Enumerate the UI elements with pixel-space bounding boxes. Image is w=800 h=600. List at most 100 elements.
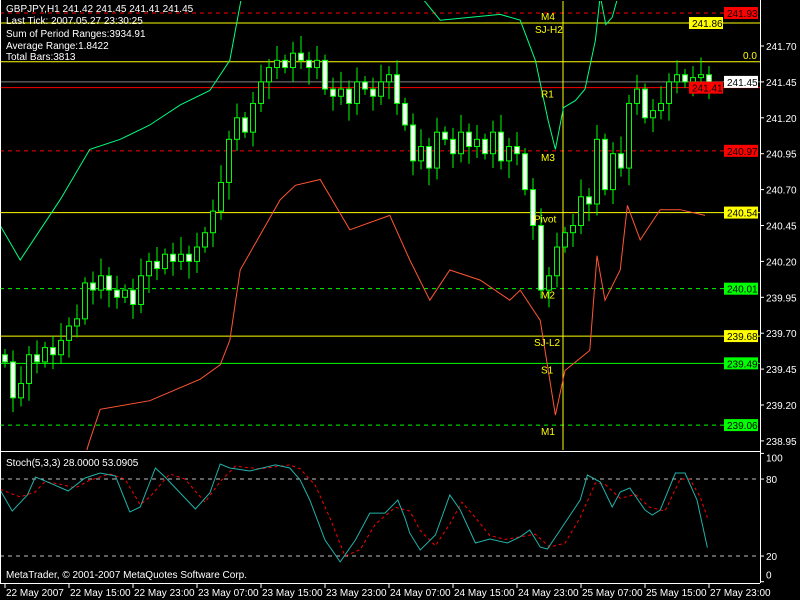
candle-body (386, 74, 392, 83)
candle-body (114, 289, 120, 298)
price-tag: 239.68 (727, 332, 758, 343)
candle-body (530, 189, 536, 227)
candle-body (410, 124, 416, 162)
candle-body (250, 102, 256, 133)
candle-body (90, 282, 96, 291)
candle-body (170, 253, 176, 262)
candle-body (594, 138, 600, 205)
candle-body (354, 81, 360, 104)
candle-body (82, 282, 88, 320)
candle-body (450, 138, 456, 155)
price-tag-bg (724, 75, 758, 88)
candle-body (426, 146, 432, 169)
candle-body (298, 52, 304, 61)
candle-body (458, 131, 464, 155)
candle-body (58, 339, 64, 356)
candle-body (162, 253, 168, 270)
candle-body (242, 117, 248, 133)
candle-body (658, 102, 664, 112)
candle-body (338, 88, 344, 97)
candle-body (498, 131, 504, 162)
price-tag-bg (724, 6, 758, 19)
stoch-y-tick-label: 100 (766, 453, 783, 464)
candle-body (474, 138, 480, 148)
candle-body (610, 153, 616, 191)
y-tick-label: 240.70 (766, 186, 797, 197)
price-tag-bg (724, 357, 758, 370)
candle-body (122, 289, 128, 298)
price-tag: 241.45 (727, 78, 758, 89)
stoch-main-line (1, 463, 708, 563)
candle-body (42, 347, 48, 363)
y-tick-label: 241.45 (766, 78, 797, 89)
stoch-signal-line (1, 464, 708, 557)
price-tag-bg (724, 206, 758, 219)
candle-body (578, 196, 584, 226)
candle-body (442, 131, 448, 140)
price-tag: 241.86 (692, 19, 723, 30)
sum-ranges: Sum of Period Ranges:3934.91 (6, 29, 146, 40)
price-tag-bg (724, 330, 758, 343)
x-tick-label: 24 May 23:00 (518, 588, 579, 599)
price-tag-bg (689, 81, 723, 94)
candle-body (514, 146, 520, 155)
level-label: M1 (541, 427, 555, 438)
candle-body (178, 253, 184, 262)
envelope-bands (1, 1, 706, 450)
x-tick-label: 24 May 07:00 (390, 588, 451, 599)
candle-body (562, 232, 568, 248)
candle-body (130, 289, 136, 305)
candle-body (322, 59, 328, 90)
candle-body (226, 138, 232, 183)
level-label: S1 (541, 365, 554, 376)
candle-body (18, 382, 24, 399)
candle-body (106, 275, 112, 291)
candle-body (266, 67, 272, 83)
candle-body (698, 74, 704, 79)
candle-body (314, 59, 320, 69)
stoch-title: Stoch(5,3,3) 28.0000 53.0905 (6, 458, 139, 469)
candle-body (274, 59, 280, 69)
candle-body (618, 153, 624, 169)
x-tick-label: 24 May 15:00 (454, 588, 515, 599)
y-tick-label: 239.70 (766, 329, 797, 340)
candle-body (202, 232, 208, 248)
candle-body (346, 88, 352, 104)
x-tick-label: 22 May 23:00 (134, 588, 195, 599)
price-tag-bg (724, 419, 758, 432)
candle-body (2, 354, 8, 363)
candle-body (402, 102, 408, 126)
candle-body (146, 260, 152, 277)
pivot-levels (1, 1, 760, 450)
candle-body (378, 81, 384, 97)
candle-body (586, 196, 592, 205)
level-label-m4: M4 (541, 12, 555, 23)
candle-body (10, 361, 16, 399)
candle-body (394, 74, 400, 104)
candle-body (634, 88, 640, 104)
x-tick-label: 23 May 15:00 (262, 588, 323, 599)
stoch-y-tick-label: 0 (766, 571, 772, 582)
candle-body (642, 88, 648, 119)
candle-body (258, 81, 264, 104)
candle-body (482, 138, 488, 155)
candle-body (218, 181, 224, 212)
level-label: M2 (541, 291, 555, 302)
x-tick-label: 22 May 15:00 (70, 588, 131, 599)
candle-body (186, 253, 192, 262)
stoch-y-tick-label: 80 (766, 475, 778, 486)
candle-body (306, 59, 312, 69)
x-tick-label: 25 May 15:00 (646, 588, 707, 599)
total-bars: Total Bars:3813 (6, 52, 76, 63)
level-label: R1 (541, 90, 554, 101)
candle-body (154, 260, 160, 270)
level-labels: 241.93 SJ-H2 241.86 0.0 241.45 R1 241.41 M3 240.… (534, 6, 758, 438)
price-tag: 239.49 (727, 359, 758, 370)
candle-body (466, 131, 472, 148)
y-tick-label: 241.70 (766, 42, 797, 53)
candle-body (210, 210, 216, 234)
candle-body (666, 81, 672, 104)
candle-body (194, 246, 200, 262)
symbol-line: GBPJPY,H1 241.42 241.45 241.41 241.45 (6, 4, 194, 15)
